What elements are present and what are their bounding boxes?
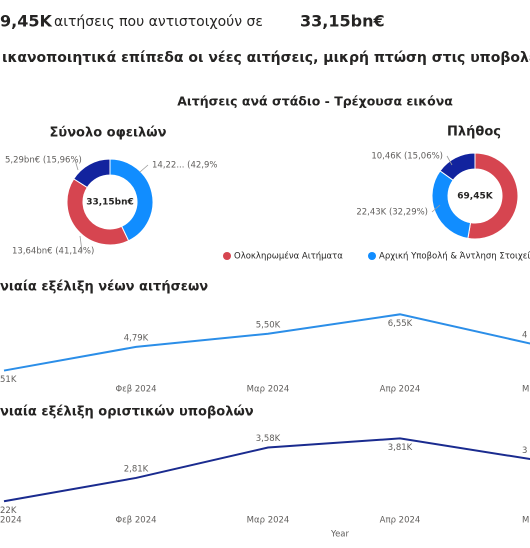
leader-line xyxy=(79,235,83,252)
data-label: 3,81K xyxy=(388,443,413,453)
legend-swatch xyxy=(368,252,376,260)
x-tick-label: Φεβ 2024 xyxy=(115,385,156,395)
donut-label: 22,43K (32,29%) xyxy=(356,208,428,218)
donut-segment xyxy=(431,170,472,239)
legend-label: Ολοκληρωμένα Αιτήματα xyxy=(234,251,343,262)
data-label: 51K xyxy=(0,375,17,385)
donut-segment xyxy=(439,152,476,181)
donut-title: Σύνολο οφειλών xyxy=(50,126,167,141)
leader-line xyxy=(139,164,149,173)
leader-line xyxy=(431,204,441,213)
x-tick-label: Μαρ 2024 xyxy=(247,516,290,526)
subtitle: ικανοποιητικά επίπεδα οι νέες αιτήσεις, … xyxy=(2,50,530,66)
data-label: 4,79K xyxy=(124,333,149,343)
data-label: 3,58K xyxy=(256,434,281,444)
kpi-text: αιτήσεις που αντιστοιχούν σε xyxy=(54,14,263,30)
x-tick-label: Απρ 2024 xyxy=(380,516,421,526)
data-label: 3 xyxy=(522,446,527,456)
line-series xyxy=(3,313,530,372)
line-title: νιαία εξέλιξη οριστικών υποβολών xyxy=(0,405,254,420)
line-title: νιαία εξέλιξη νέων αιτήσεων xyxy=(0,280,208,295)
x-tick-label: Μ xyxy=(522,516,529,526)
kpi-amount: 33,15bn€ xyxy=(300,12,385,31)
data-label: 5,50K xyxy=(256,320,281,330)
x-tick-label: Μαρ 2024 xyxy=(247,385,290,395)
x-tick-label: Μ xyxy=(522,385,529,395)
donut-segment xyxy=(73,158,111,189)
data-label: 6,55K xyxy=(388,319,413,329)
x-tick-label: 2024 xyxy=(0,516,22,526)
data-label: 22K xyxy=(0,506,17,516)
donut-center: 69,45K xyxy=(457,192,493,202)
leader-line xyxy=(74,159,79,171)
x-tick-label: Φεβ 2024 xyxy=(115,516,156,526)
section-title: Αιτήσεις ανά στάδιο - Τρέχουσα εικόνα xyxy=(177,94,453,109)
donut-label: 14,22... (42,9% xyxy=(152,161,217,171)
donut-segment xyxy=(66,178,130,246)
donut-label: 13,64bn€ (41,14%) xyxy=(12,247,94,257)
leader-line xyxy=(446,155,453,166)
legend-swatch xyxy=(223,252,231,260)
legend-label: Αρχική Υποβολή & Άντληση Στοιχεί xyxy=(379,252,530,262)
x-axis-title: Year xyxy=(330,530,350,540)
donut-center: 33,15bn€ xyxy=(86,198,134,208)
donut-title: Πλήθος xyxy=(447,125,501,140)
line-series xyxy=(3,437,530,503)
data-label: 4 xyxy=(522,330,527,340)
kpi-count: 9,45K xyxy=(0,12,52,31)
donut-segment xyxy=(109,158,154,242)
donut-label: 5,29bn€ (15,96%) xyxy=(5,156,82,166)
data-label: 2,81K xyxy=(124,464,149,474)
x-tick-label: Απρ 2024 xyxy=(380,385,421,395)
donut-label: 10,46K (15,06%) xyxy=(371,152,443,162)
donut-segment xyxy=(467,152,519,240)
